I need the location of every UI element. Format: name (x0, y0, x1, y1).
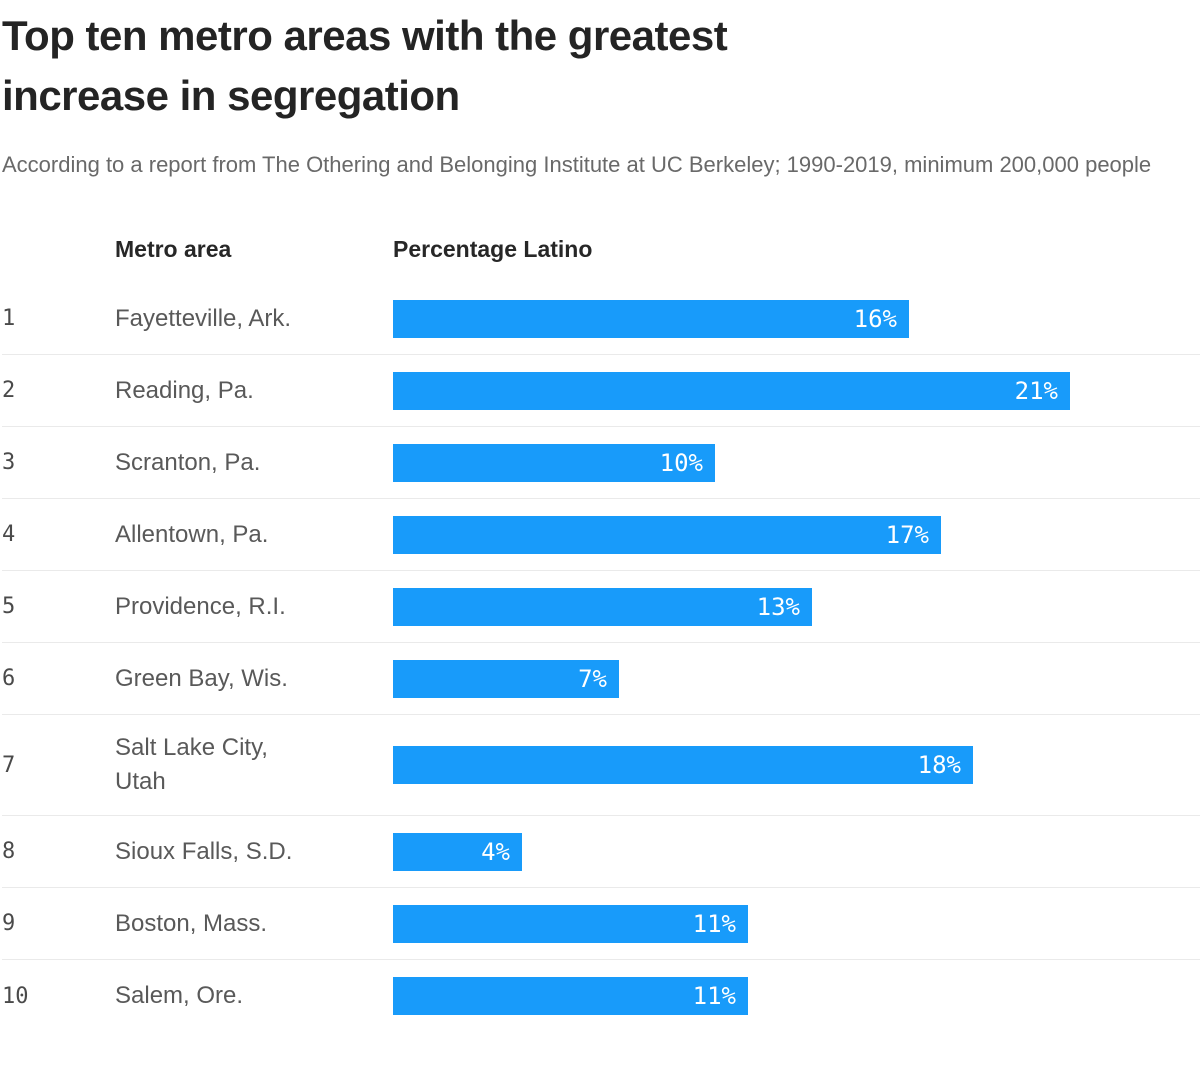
table-row: 2 Reading, Pa. 21% (2, 355, 1200, 427)
metro-label: Boston, Mass. (115, 909, 268, 937)
bar-track: 11% (393, 888, 1200, 959)
bar-track: 11% (393, 960, 1200, 1032)
metro-label: Green Bay, Wis. (115, 664, 288, 692)
metro-label: Providence, R.I. (115, 592, 286, 620)
rank-label: 7 (2, 752, 16, 778)
bar-track: 16% (393, 283, 1200, 354)
rank-label: 2 (2, 378, 16, 403)
table-row: 1 Fayetteville, Ark. 16% (2, 283, 1200, 355)
column-header-percentage-latino: Percentage Latino (393, 236, 593, 262)
table-row: 4 Allentown, Pa. 17% (2, 499, 1200, 571)
metro-label: Reading, Pa. (115, 376, 254, 404)
bar-track: 17% (393, 499, 1200, 570)
value-bar: 18% (393, 746, 973, 784)
rank-label: 1 (2, 306, 16, 331)
value-bar: 16% (393, 299, 909, 338)
bar-track: 21% (393, 355, 1200, 426)
table-row: 9 Boston, Mass. 11% (2, 888, 1200, 960)
value-bar: 10% (393, 443, 715, 482)
rank-label: 3 (2, 450, 16, 475)
rank-label: 8 (2, 839, 16, 864)
table-row: 5 Providence, R.I. 13% (2, 571, 1200, 643)
bar-value-label: 11% (692, 982, 736, 1010)
column-header-row: Metro area Percentage Latino (2, 183, 1200, 283)
table-row: 8 Sioux Falls, S.D. 4% (2, 816, 1200, 888)
value-bar: 11% (393, 977, 748, 1015)
value-bar: 21% (393, 371, 1070, 410)
metro-label: Sioux Falls, S.D. (115, 837, 293, 865)
bar-value-label: 17% (885, 520, 929, 549)
metro-label: Salem, Ore. (115, 982, 244, 1009)
chart-subtitle: According to a report from The Othering … (2, 152, 1152, 177)
table-row: 7 Salt Lake City, Utah 18% (2, 715, 1200, 816)
metro-label: Scranton, Pa. (115, 448, 261, 476)
bar-chart-table: 1 Fayetteville, Ark. 16% 2 Reading, Pa. … (2, 283, 1200, 1032)
value-bar: 7% (393, 659, 619, 698)
metro-label: Salt Lake City, Utah (115, 734, 268, 795)
bar-track: 13% (393, 571, 1200, 642)
bar-track: 4% (393, 816, 1200, 887)
value-bar: 13% (393, 587, 812, 626)
metro-label: Fayetteville, Ark. (115, 304, 292, 332)
rank-label: 10 (2, 983, 29, 1009)
rank-label: 4 (2, 522, 16, 547)
bar-value-label: 13% (756, 592, 800, 621)
bar-value-label: 16% (853, 304, 897, 333)
bar-value-label: 10% (659, 448, 703, 477)
rank-label: 6 (2, 666, 16, 691)
table-row: 10 Salem, Ore. 11% (2, 960, 1200, 1032)
bar-value-label: 4% (481, 837, 510, 866)
column-header-metro-area: Metro area (115, 236, 232, 262)
value-bar: 4% (393, 832, 522, 871)
table-row: 6 Green Bay, Wis. 7% (2, 643, 1200, 715)
bar-track: 10% (393, 427, 1200, 498)
bar-value-label: 18% (917, 751, 961, 779)
bar-value-label: 21% (1014, 376, 1058, 405)
bar-track: 18% (393, 715, 1200, 815)
rank-label: 5 (2, 594, 16, 619)
rank-label: 9 (2, 911, 16, 936)
metro-label: Allentown, Pa. (115, 520, 269, 548)
bar-value-label: 11% (692, 909, 736, 938)
value-bar: 17% (393, 515, 941, 554)
value-bar: 11% (393, 904, 748, 943)
bar-value-label: 7% (578, 664, 607, 693)
bar-track: 7% (393, 643, 1200, 714)
chart-title: Top ten metro areas with the greatest in… (2, 12, 728, 119)
table-row: 3 Scranton, Pa. 10% (2, 427, 1200, 499)
